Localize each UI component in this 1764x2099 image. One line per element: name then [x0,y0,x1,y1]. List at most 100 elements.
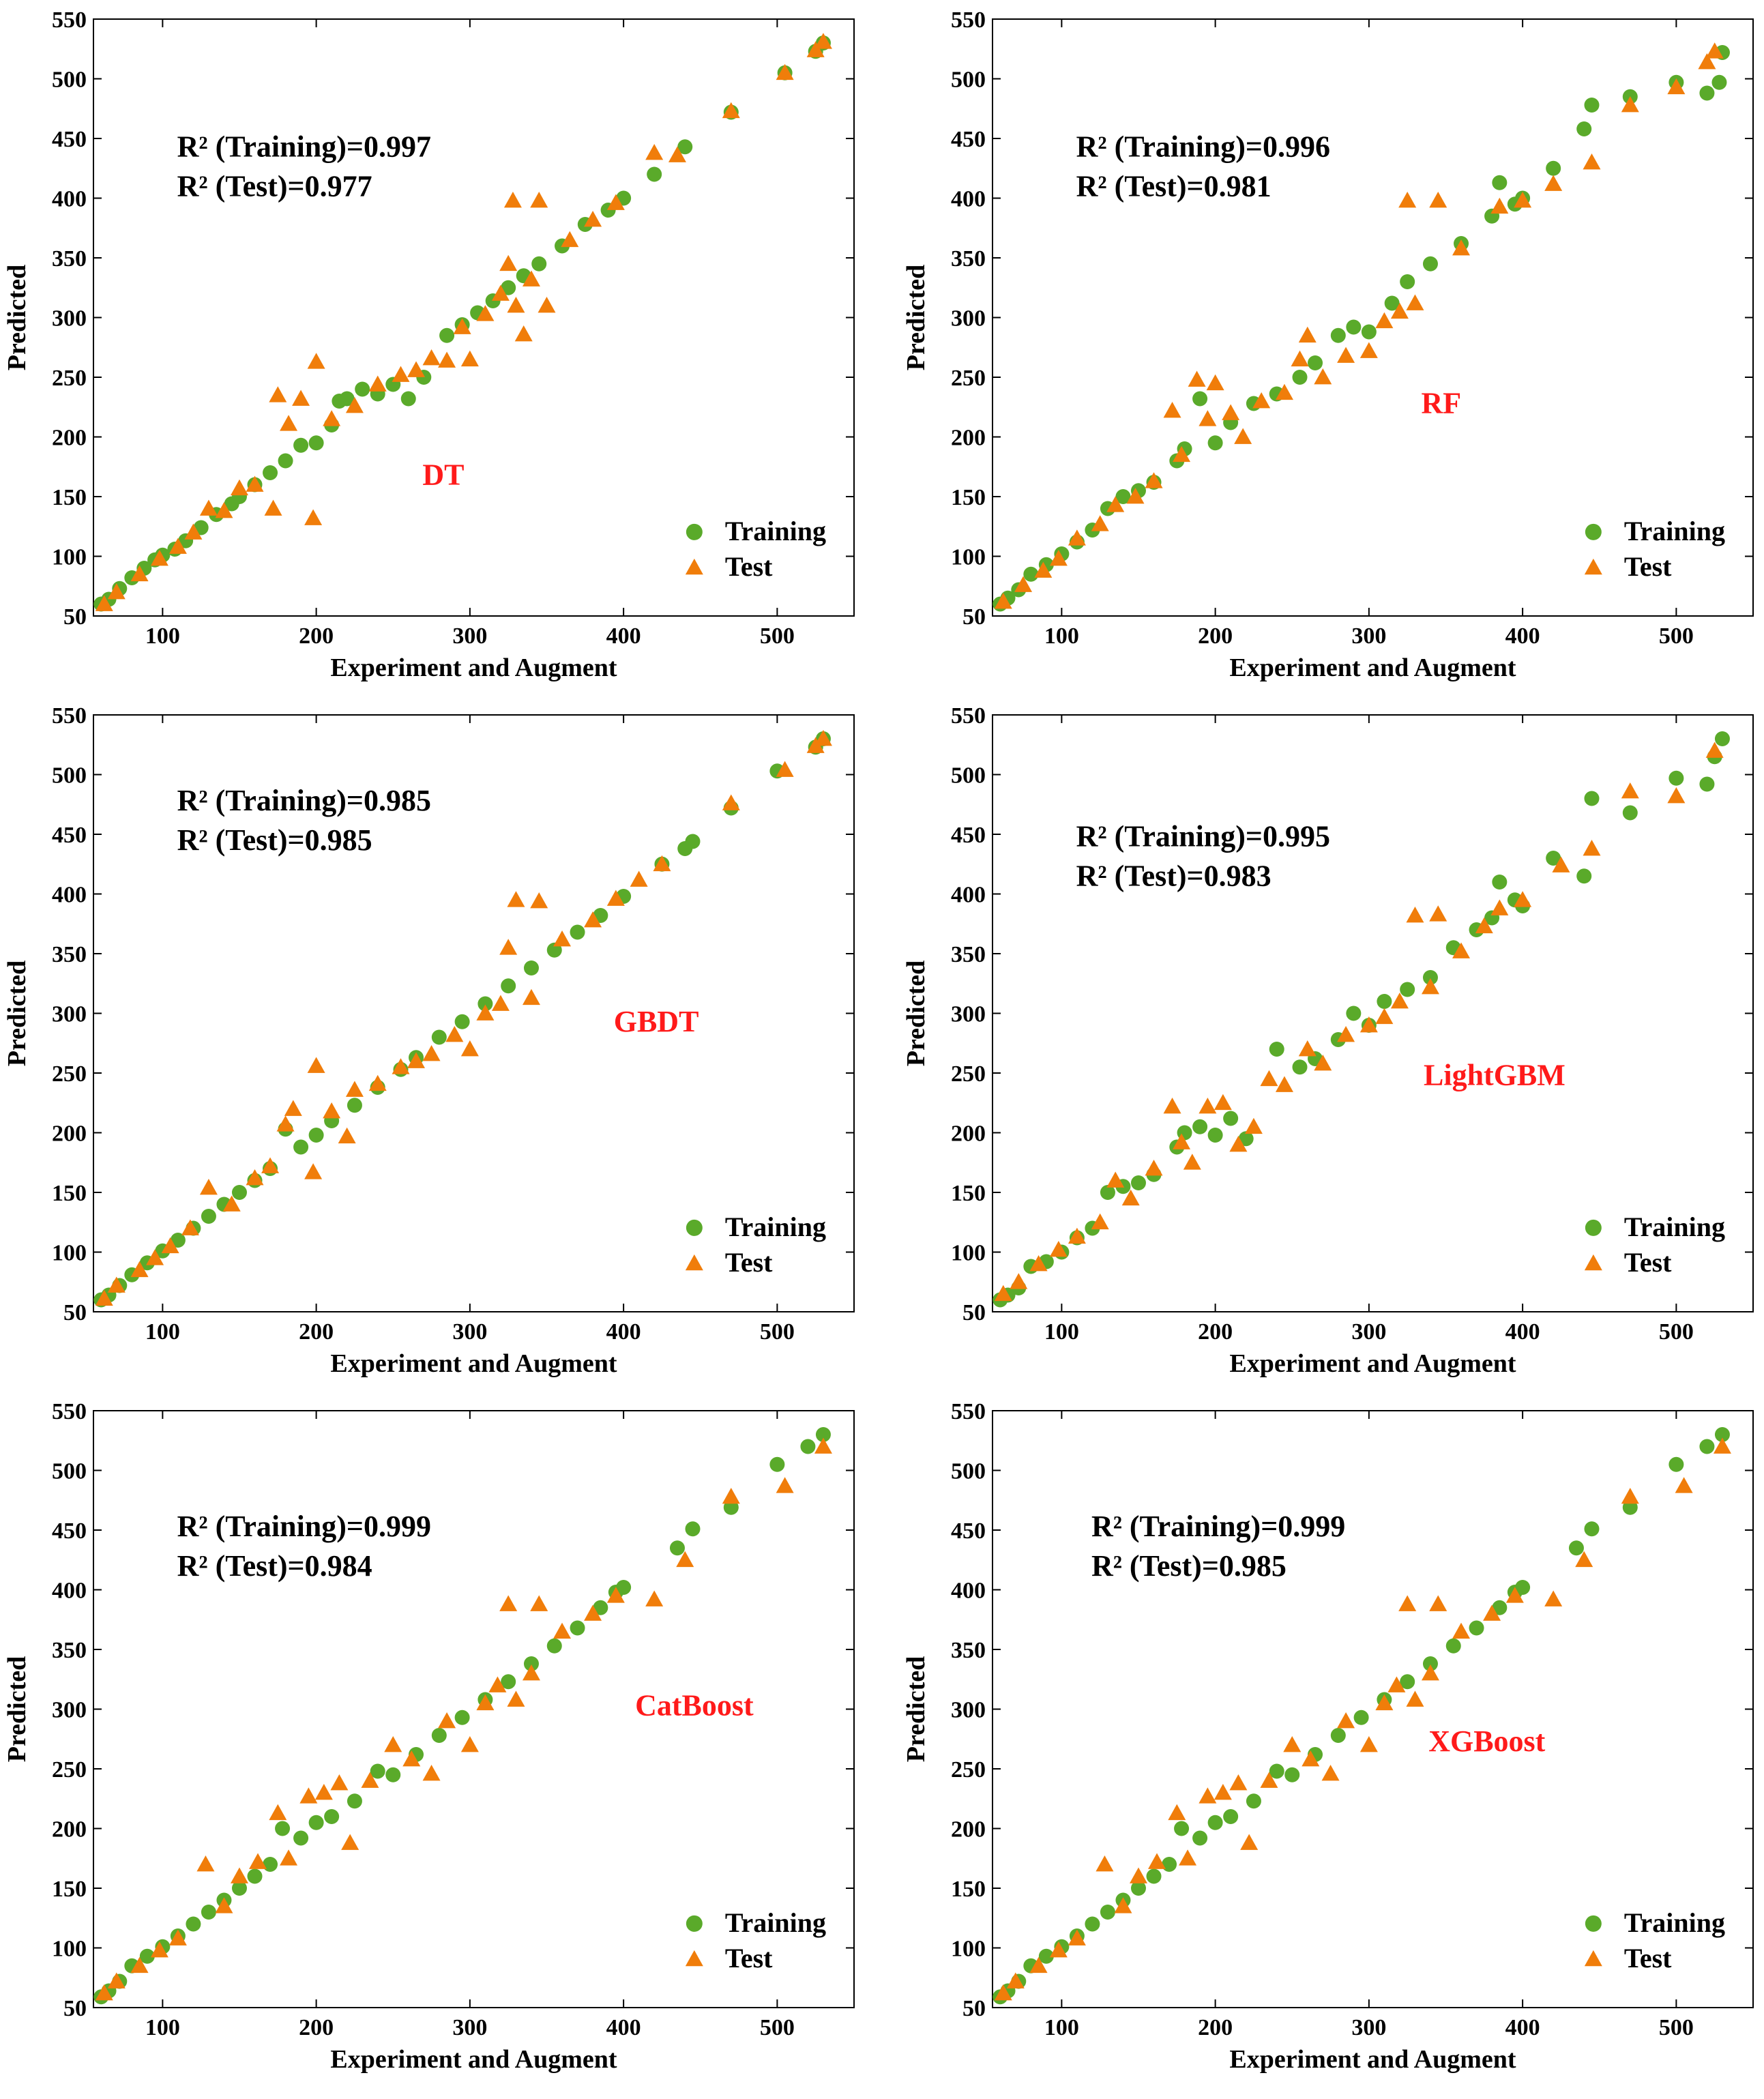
r2-training-text: R² (Training)=0.995 [1076,820,1330,853]
training-point [347,1793,362,1809]
test-point [606,194,625,210]
training-point [1546,851,1561,866]
training-point [186,1916,201,1932]
test-point [392,1058,410,1074]
y-tick-label: 500 [951,763,986,789]
y-tick-label: 200 [52,1817,87,1843]
test-point [168,538,187,554]
training-point [1284,1767,1300,1782]
training-point [685,1521,701,1537]
test-point [1096,1855,1114,1872]
test-point [407,361,426,377]
training-point [477,996,493,1012]
training-point [685,834,701,849]
test-point [269,1804,287,1821]
training-point [1584,98,1600,113]
test-point [246,1169,264,1186]
training-point [1714,731,1730,746]
test-point [476,1004,495,1021]
test-point [1390,993,1409,1009]
test-point [1106,1171,1125,1188]
training-point [1422,970,1438,985]
y-axis-title: Predicted [3,1656,31,1762]
training-point [1146,1868,1162,1884]
legend-test-label: Test [725,551,773,582]
test-point [1091,515,1109,531]
test-point [722,102,740,119]
test-point [1275,1076,1293,1092]
y-tick-label: 550 [951,1399,986,1424]
test-point [1490,899,1509,915]
test-point [1429,905,1447,922]
test-point [422,349,441,366]
training-point [1223,1809,1239,1824]
chart-panel-catboost: 100 200 300 400 500 50 100 150 200 250 300 350 400 45… [3,1399,855,2074]
x-axis-title: Experiment and Augment [330,2045,617,2074]
x-axis-title: Experiment and Augment [1229,2045,1516,2074]
y-tick-label: 200 [52,426,87,451]
training-point [1269,1763,1284,1779]
training-point [1292,1059,1308,1075]
training-point [139,1948,155,1964]
legend-training-label: Training [1624,516,1725,546]
training-point [1115,489,1131,504]
y-tick-label: 450 [52,127,87,152]
test-point [384,1736,402,1752]
test-point [438,1712,456,1729]
test-point [668,146,686,162]
test-point [1240,1834,1259,1850]
test-point [361,1772,379,1788]
test-point [1114,1897,1132,1913]
test-point [507,297,525,313]
y-tick-label: 50 [63,604,87,630]
test-point [1429,1595,1447,1611]
test-point [1183,1154,1201,1170]
training-point [570,924,585,940]
training-point [355,381,370,397]
test-point [1126,488,1145,504]
chart-panel-lightgbm: 100 200 300 400 500 50 100 150 200 250 300 350 400 45… [902,703,1754,1378]
test-point [1014,576,1033,592]
y-tick-label: 50 [962,604,986,630]
test-point [522,988,540,1006]
test-point [1188,370,1206,387]
training-point [1207,1128,1223,1143]
test-point [1173,1133,1191,1149]
training-point [1023,566,1039,582]
legend-training-label: Training [725,516,826,546]
chart-panel-gbdt: 100 200 300 400 500 50 100 150 200 250 300 350 400 45… [3,703,855,1378]
test-point [994,593,1012,609]
y-tick-label: 500 [52,68,87,93]
training-point [339,391,355,407]
test-point [522,1664,540,1681]
r2-training-text: R² (Training)=0.999 [177,1510,431,1543]
r2-test-text: R² (Test)=0.983 [1076,860,1271,893]
test-point [1490,197,1509,214]
test-point [1229,1136,1248,1152]
test-point [1583,840,1601,856]
training-point [454,1709,470,1725]
r2-training-text: R² (Training)=0.999 [1091,1510,1345,1543]
y-tick-label: 450 [52,1518,87,1544]
y-axis-title: Predicted [3,265,31,370]
training-point [1377,994,1392,1009]
test-point [1121,1189,1140,1206]
test-point [150,1941,168,1958]
training-point [1492,875,1508,890]
test-point [488,1676,507,1692]
y-tick-label: 350 [52,1638,87,1663]
test-point [1321,1765,1340,1781]
test-point [184,523,203,540]
legend-test-label: Test [725,1247,773,1278]
x-tick-label: 500 [760,1319,795,1345]
training-point [293,1830,309,1846]
y-tick-label: 350 [951,1638,986,1663]
test-point [249,1853,267,1869]
test-point [1283,1736,1302,1752]
training-point [431,1029,447,1045]
y-tick-label: 400 [52,187,87,212]
legend-test-marker [685,1254,703,1271]
x-tick-label: 300 [452,1319,487,1345]
model-label-dt: DT [422,458,464,492]
test-point [284,1100,302,1116]
